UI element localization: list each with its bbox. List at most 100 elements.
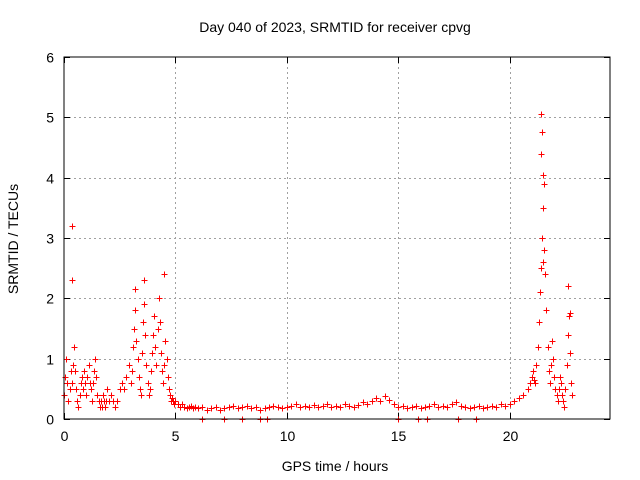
data-point bbox=[541, 247, 548, 254]
data-point bbox=[551, 374, 558, 381]
data-point bbox=[94, 392, 101, 399]
grid-layer bbox=[64, 57, 610, 419]
data-point bbox=[458, 403, 465, 410]
data-point bbox=[133, 338, 140, 345]
data-point bbox=[449, 401, 456, 408]
data-point bbox=[346, 403, 353, 410]
data-point bbox=[476, 403, 483, 410]
data-point bbox=[535, 344, 542, 351]
data-point bbox=[62, 374, 69, 381]
data-point bbox=[328, 404, 335, 411]
data-point bbox=[440, 403, 447, 410]
data-point bbox=[320, 403, 327, 410]
data-point bbox=[413, 403, 420, 410]
data-point bbox=[153, 362, 160, 369]
data-point bbox=[84, 374, 91, 381]
data-point bbox=[409, 404, 416, 411]
data-point bbox=[77, 392, 84, 399]
data-point bbox=[160, 380, 167, 387]
data-point bbox=[453, 399, 460, 406]
chart-title: Day 040 of 2023, SRMTID for receiver cpv… bbox=[199, 19, 471, 35]
data-point bbox=[537, 289, 544, 296]
data-point bbox=[355, 402, 362, 409]
data-point bbox=[530, 368, 537, 375]
data-point bbox=[342, 401, 349, 408]
data-point bbox=[195, 405, 202, 412]
data-point bbox=[80, 386, 87, 393]
data-point bbox=[89, 398, 96, 405]
data-point bbox=[302, 403, 309, 410]
data-point bbox=[69, 223, 76, 230]
data-point bbox=[531, 377, 538, 384]
data-point bbox=[315, 404, 322, 411]
data-point bbox=[360, 399, 367, 406]
data-point bbox=[538, 151, 545, 158]
data-point bbox=[400, 403, 407, 410]
data-point bbox=[73, 386, 80, 393]
data-point bbox=[164, 356, 171, 363]
data-point bbox=[93, 374, 100, 381]
data-point bbox=[564, 362, 571, 369]
data-point bbox=[162, 338, 169, 345]
data-point bbox=[489, 403, 496, 410]
data-point bbox=[516, 395, 523, 402]
data-point bbox=[136, 374, 143, 381]
data-point bbox=[135, 356, 142, 363]
data-point bbox=[561, 404, 568, 411]
data-point bbox=[279, 405, 286, 412]
data-point bbox=[72, 368, 79, 375]
y-tick-label: 3 bbox=[46, 231, 54, 247]
data-point bbox=[382, 393, 389, 400]
data-point bbox=[557, 374, 564, 381]
y-tick-label: 6 bbox=[46, 50, 54, 66]
data-point bbox=[542, 271, 549, 278]
data-point bbox=[351, 404, 358, 411]
data-point bbox=[546, 368, 553, 375]
data-point bbox=[128, 380, 135, 387]
data-point bbox=[199, 404, 206, 411]
data-point bbox=[74, 398, 81, 405]
data-point bbox=[484, 404, 491, 411]
data-point bbox=[543, 307, 550, 314]
y-tick-label: 2 bbox=[46, 291, 54, 307]
data-point bbox=[539, 129, 546, 136]
data-point bbox=[435, 404, 442, 411]
data-point bbox=[540, 205, 547, 212]
y-tick-label: 5 bbox=[46, 110, 54, 126]
data-point bbox=[559, 392, 566, 399]
x-tick-label: 5 bbox=[172, 428, 180, 444]
data-point bbox=[426, 403, 433, 410]
data-point bbox=[208, 405, 215, 412]
data-point bbox=[565, 283, 572, 290]
data-point bbox=[369, 398, 376, 405]
data-point bbox=[288, 403, 295, 410]
data-point bbox=[244, 403, 251, 410]
data-point bbox=[418, 405, 425, 412]
data-point bbox=[104, 386, 111, 393]
data-point bbox=[431, 401, 438, 408]
data-point bbox=[161, 271, 168, 278]
data-point bbox=[422, 404, 429, 411]
data-point bbox=[235, 405, 242, 412]
data-point bbox=[152, 344, 159, 351]
data-point bbox=[270, 403, 277, 410]
data-point bbox=[569, 392, 576, 399]
data-point bbox=[126, 362, 133, 369]
tick-layer: 0 5 10 15 20 0 1 2 3 4 5 6 bbox=[46, 50, 610, 444]
data-point bbox=[266, 404, 273, 411]
data-point bbox=[100, 392, 107, 399]
data-point bbox=[70, 362, 77, 369]
data-point bbox=[498, 401, 505, 408]
data-point bbox=[143, 362, 150, 369]
data-point bbox=[337, 404, 344, 411]
data-point bbox=[562, 386, 569, 393]
point-layer bbox=[61, 111, 576, 423]
data-point bbox=[538, 265, 545, 272]
x-tick-label: 10 bbox=[280, 428, 296, 444]
data-point bbox=[132, 307, 139, 314]
data-point bbox=[141, 301, 148, 308]
data-point bbox=[545, 344, 552, 351]
data-point bbox=[538, 111, 545, 118]
data-point bbox=[306, 404, 313, 411]
